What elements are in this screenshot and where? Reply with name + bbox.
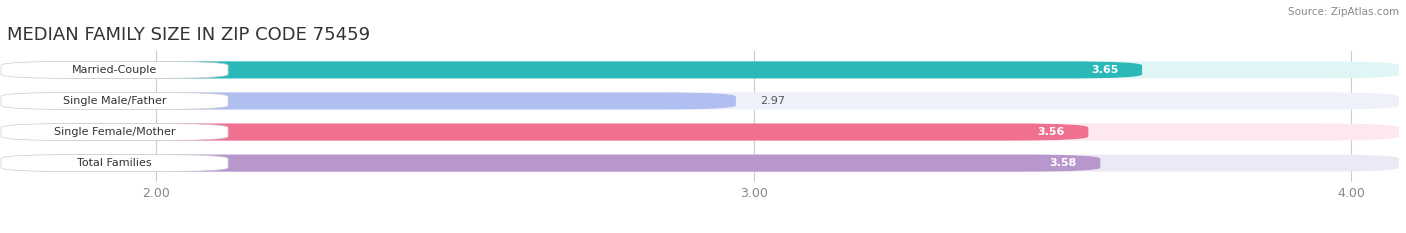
FancyBboxPatch shape — [7, 93, 1399, 110]
FancyBboxPatch shape — [7, 61, 1142, 79]
Text: 3.65: 3.65 — [1091, 65, 1118, 75]
FancyBboxPatch shape — [1, 123, 228, 140]
Text: 3.56: 3.56 — [1038, 127, 1064, 137]
FancyBboxPatch shape — [7, 154, 1399, 172]
Text: 3.58: 3.58 — [1049, 158, 1077, 168]
FancyBboxPatch shape — [7, 123, 1088, 140]
FancyBboxPatch shape — [7, 123, 1399, 140]
FancyBboxPatch shape — [7, 61, 1399, 79]
Text: Total Families: Total Families — [77, 158, 152, 168]
FancyBboxPatch shape — [7, 154, 1101, 172]
Text: MEDIAN FAMILY SIZE IN ZIP CODE 75459: MEDIAN FAMILY SIZE IN ZIP CODE 75459 — [7, 26, 370, 44]
Text: Married-Couple: Married-Couple — [72, 65, 157, 75]
Text: 2.97: 2.97 — [759, 96, 785, 106]
FancyBboxPatch shape — [1, 61, 228, 79]
Text: Single Male/Father: Single Male/Father — [63, 96, 166, 106]
FancyBboxPatch shape — [7, 93, 735, 110]
Text: Source: ZipAtlas.com: Source: ZipAtlas.com — [1288, 7, 1399, 17]
FancyBboxPatch shape — [1, 154, 228, 172]
Text: Single Female/Mother: Single Female/Mother — [53, 127, 176, 137]
FancyBboxPatch shape — [1, 93, 228, 110]
